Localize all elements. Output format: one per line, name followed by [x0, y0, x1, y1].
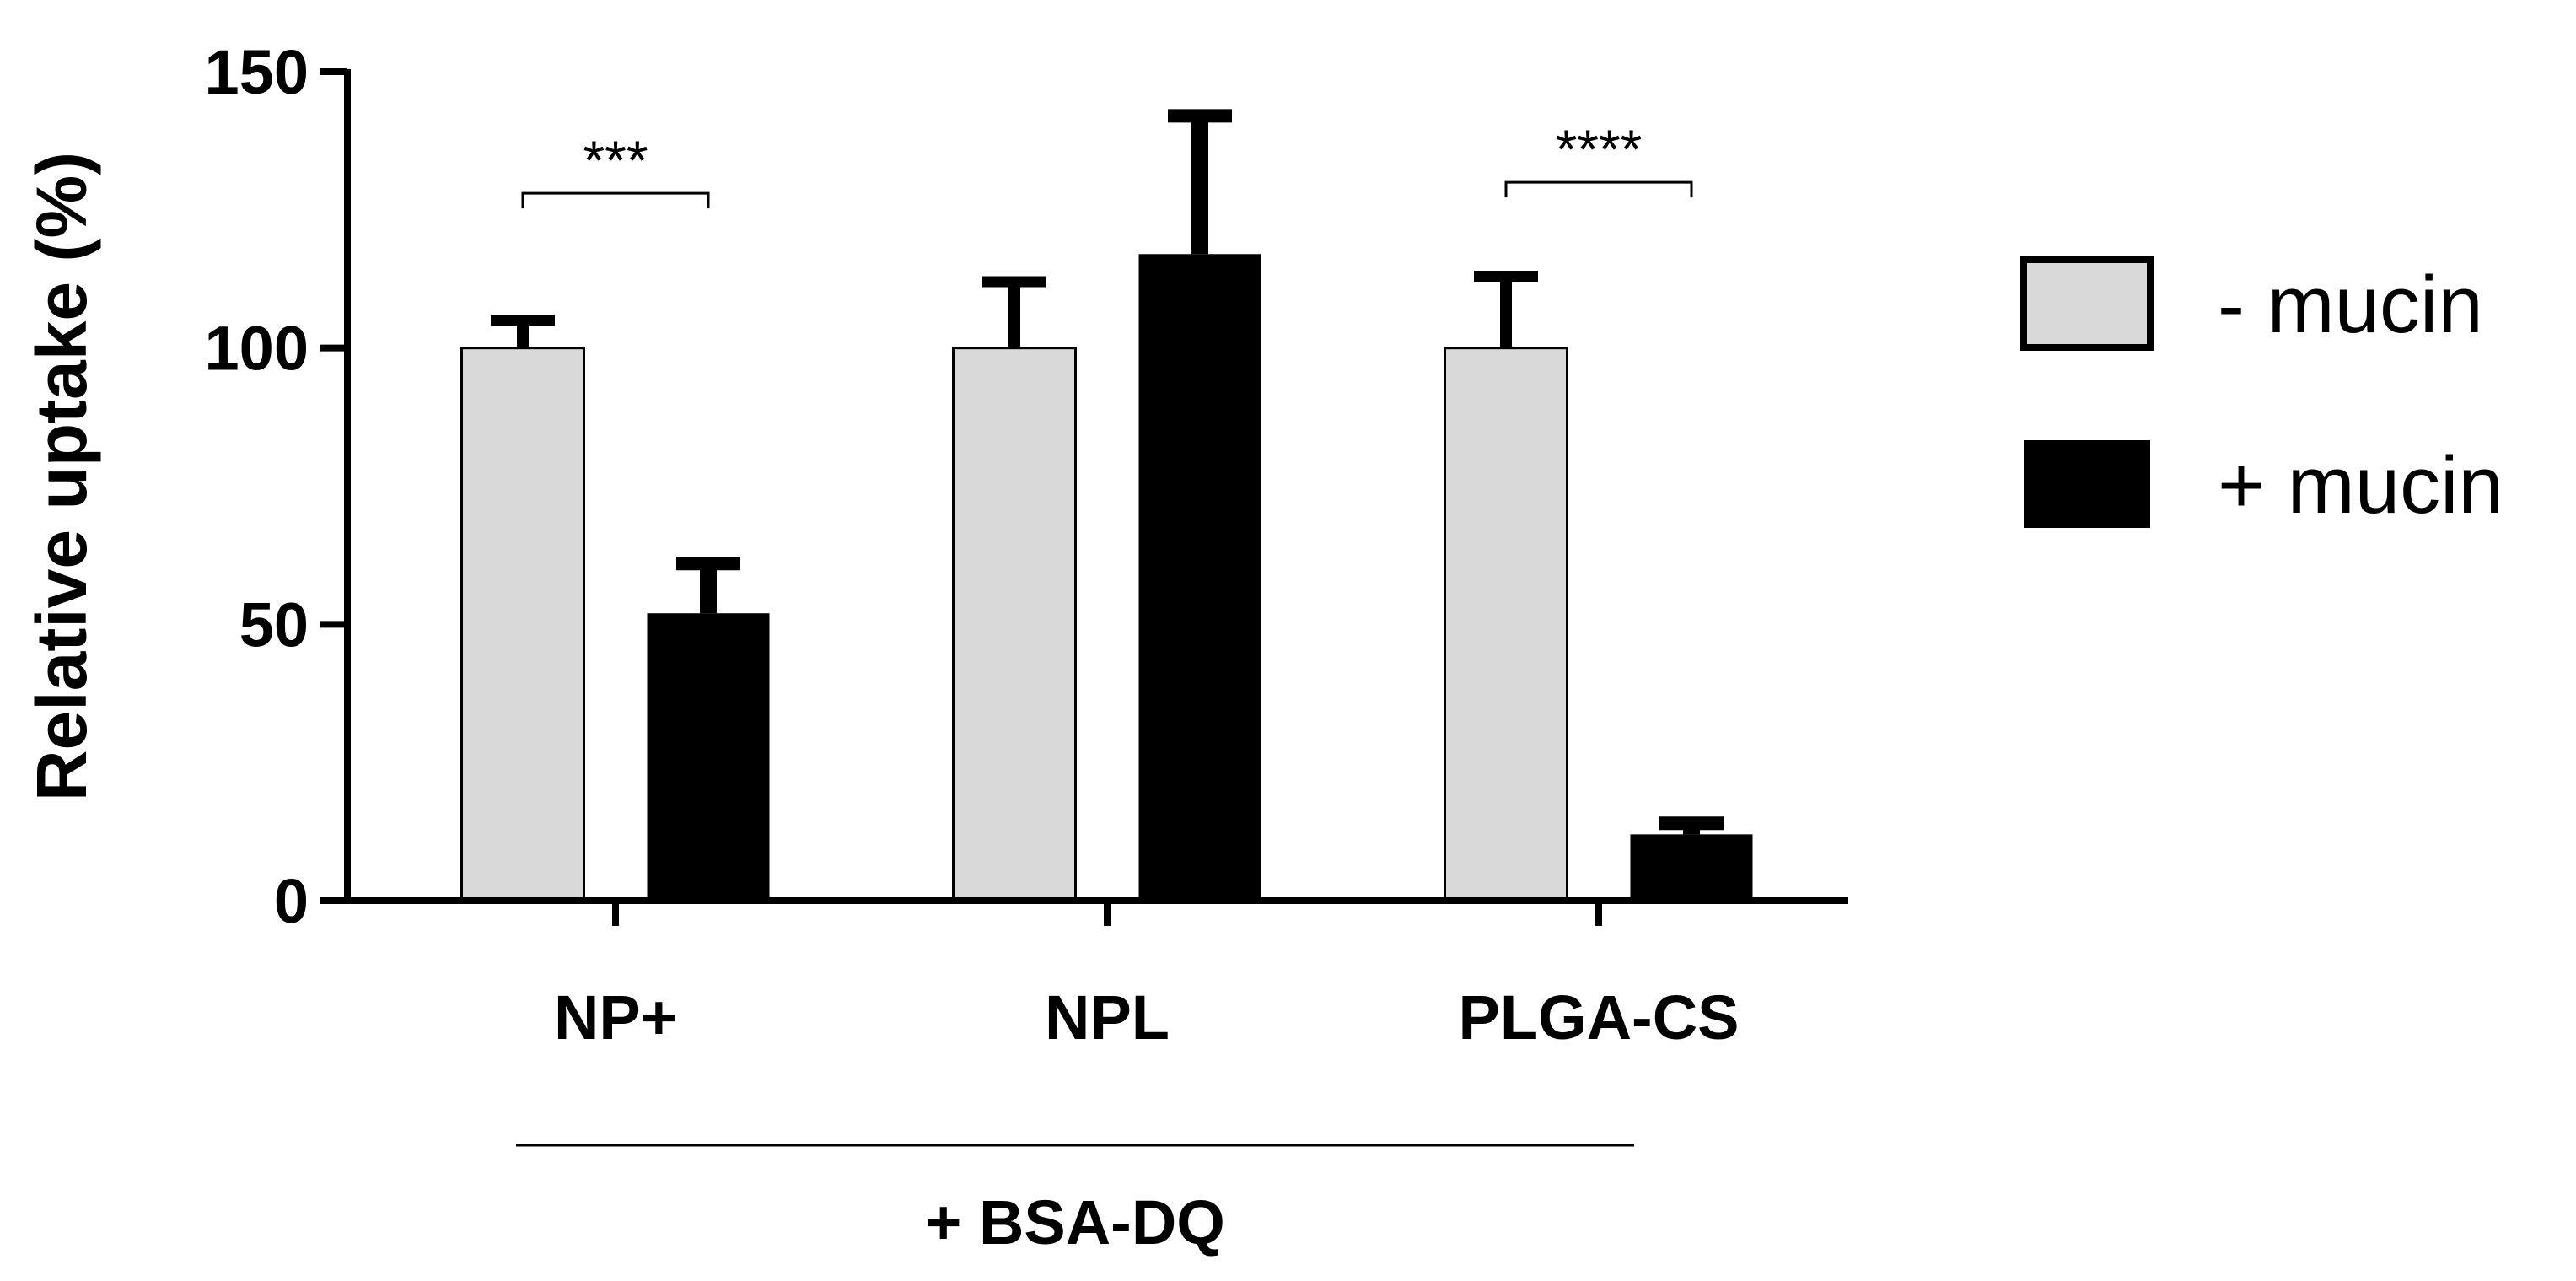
- significance-layer: *** ****: [521, 118, 1693, 209]
- group-label: + BSA-DQ: [925, 1187, 1225, 1257]
- y-tick-label: 150: [205, 37, 309, 107]
- significance-label: ****: [1556, 118, 1643, 180]
- x-tick-label: NPL: [1045, 982, 1170, 1052]
- bar-plus-mucin-npl: [1138, 254, 1261, 901]
- axes-layer: 0 50 100 150 NP+ NPL PLGA-CS: [205, 37, 1848, 1052]
- y-tick-label: 100: [205, 314, 309, 384]
- y-axis-title: Relative uptake (%): [22, 152, 101, 801]
- legend-swatch-plus-mucin: [2024, 440, 2150, 528]
- bars-layer: [460, 254, 1753, 902]
- legend: - mucin + mucin: [2020, 256, 2503, 530]
- significance-label: ***: [583, 129, 648, 191]
- legend-label-minus-mucin: - mucin: [2218, 260, 2483, 350]
- error-bars-layer: [491, 109, 1724, 835]
- bar-plus-mucin-plga-cs: [1630, 834, 1753, 901]
- legend-swatch-minus-mucin: [2020, 256, 2154, 351]
- y-tick-label: 0: [274, 866, 309, 936]
- significance-bracket: [1504, 180, 1693, 198]
- bar-plus-mucin-np-: [647, 613, 770, 901]
- legend-label-plus-mucin: + mucin: [2218, 440, 2503, 530]
- bar-minus-mucin-npl: [952, 347, 1077, 902]
- bar-minus-mucin-np-: [460, 347, 585, 902]
- significance-bracket: [521, 191, 710, 209]
- bar-minus-mucin-plga-cs: [1444, 347, 1568, 902]
- x-tick-label: PLGA-CS: [1459, 982, 1740, 1052]
- x-tick-label: NP+: [554, 982, 677, 1052]
- y-tick-label: 50: [239, 589, 309, 659]
